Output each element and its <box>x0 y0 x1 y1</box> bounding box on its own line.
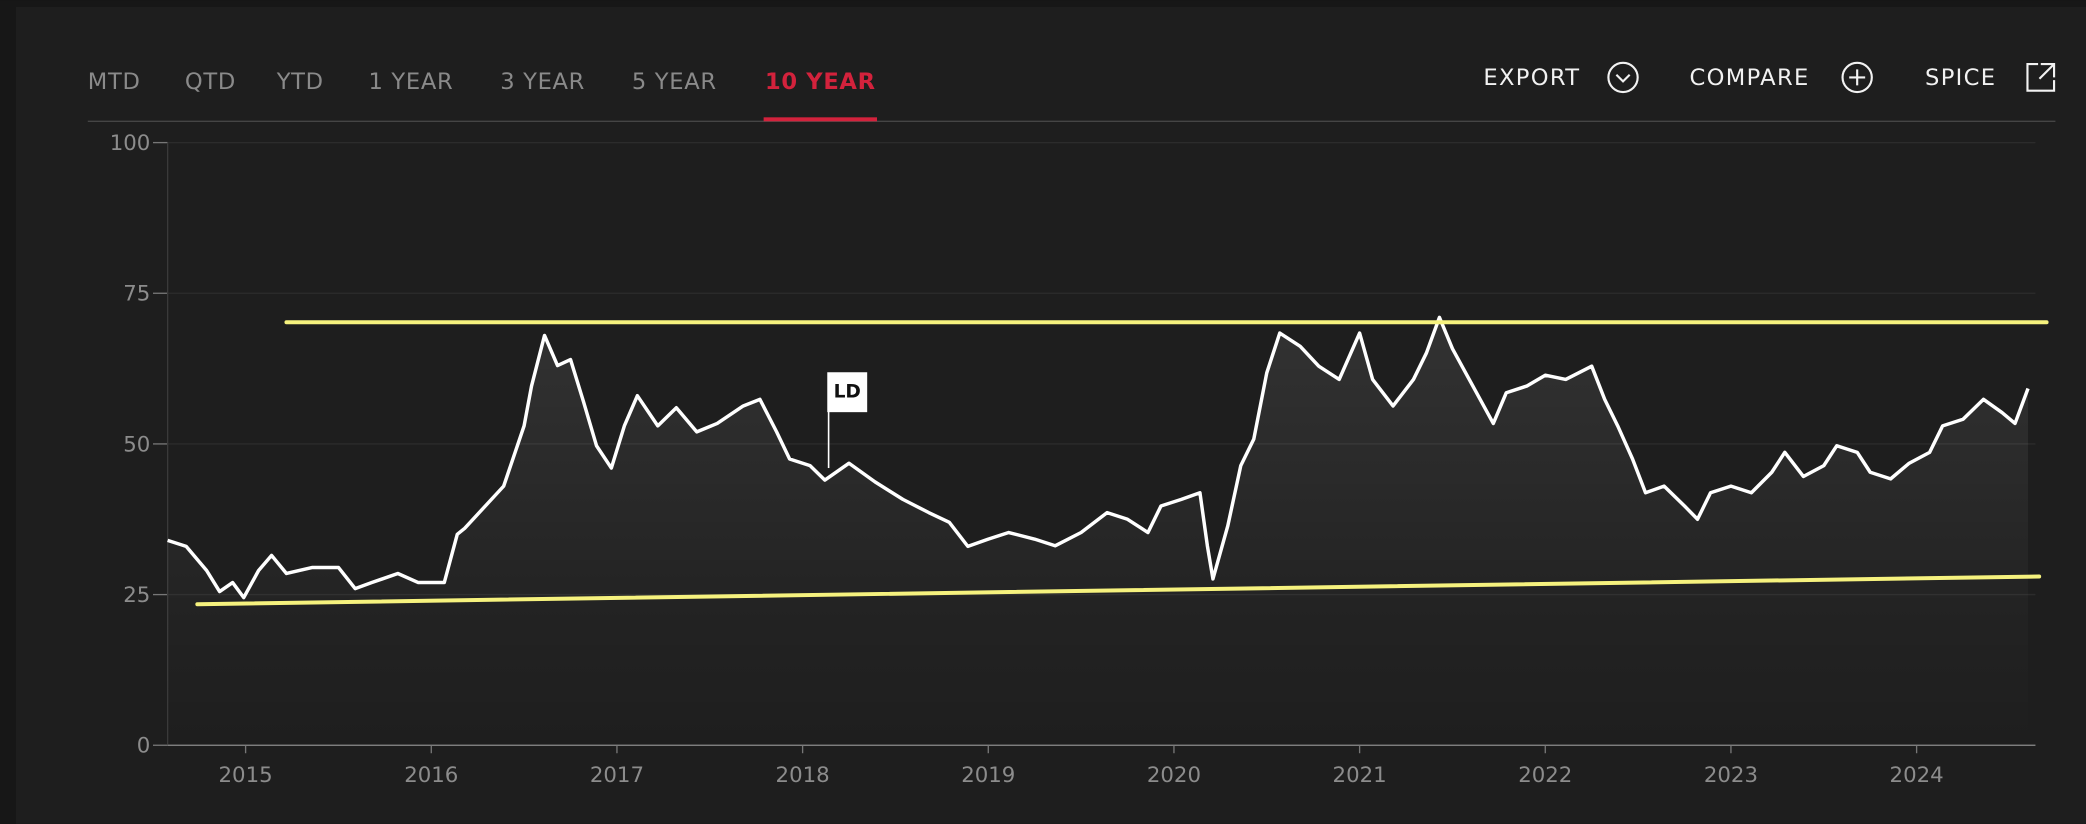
tab[interactable]: 1 YEAR <box>369 69 454 95</box>
y-tick-label: 0 <box>137 734 151 759</box>
export-icon[interactable] <box>1607 61 1639 94</box>
flag-box <box>827 372 868 413</box>
tab-bar: MTD QTD YTD 1 YEAR 3 YEAR 5 YEAR 10 YEAR <box>88 69 878 122</box>
tab[interactable]: QTD <box>185 69 236 95</box>
spice-label[interactable]: SPICE <box>1925 65 1996 91</box>
export-icon-chevron <box>1615 74 1631 83</box>
tab[interactable]: MTD <box>88 69 141 95</box>
active-tab-underline <box>763 117 878 122</box>
line-area <box>167 317 2029 746</box>
chart: 0 25 50 75 100 2015 2016 2017 2018 2019 2020 2021 20… <box>110 131 2049 788</box>
x-tick-label: 2016 <box>404 763 458 788</box>
tab[interactable]: YTD <box>276 69 324 95</box>
x-tick-label: 2015 <box>219 763 273 788</box>
external-link-icon[interactable] <box>2026 63 2056 92</box>
spice-button[interactable]: SPICE <box>1925 63 2056 92</box>
y-tick-label: 25 <box>123 583 150 608</box>
action-bar: EXPORT COMPARE SPICE <box>1483 61 2056 94</box>
flag-label: LD <box>834 382 861 403</box>
x-tick-label: 2024 <box>1890 763 1944 788</box>
x-tick-label: 2017 <box>590 763 644 788</box>
y-tick-label: 50 <box>123 432 150 457</box>
export-label[interactable]: EXPORT <box>1483 65 1580 91</box>
y-tick-label: 75 <box>123 282 150 307</box>
x-tick-label: 2018 <box>776 763 830 788</box>
compare-icon[interactable] <box>1841 61 1873 94</box>
compare-button[interactable]: COMPARE <box>1690 61 1873 94</box>
compare-label[interactable]: COMPARE <box>1690 65 1810 91</box>
tab[interactable]: 3 YEAR <box>500 69 585 95</box>
tab[interactable]: 5 YEAR <box>632 69 717 95</box>
compare-icon-plus <box>1849 69 1866 86</box>
tab[interactable]: 10 YEAR <box>765 69 876 95</box>
trend-line <box>195 574 2042 607</box>
export-button[interactable]: EXPORT <box>1483 61 1639 94</box>
price-line <box>167 315 2030 600</box>
x-tick-label: 2020 <box>1147 763 1201 788</box>
x-tick-label: 2023 <box>1704 763 1758 788</box>
y-tick-label: 100 <box>110 131 151 156</box>
x-tick-label: 2019 <box>961 763 1015 788</box>
x-tick-label: 2022 <box>1518 763 1572 788</box>
x-tick-label: 2021 <box>1333 763 1387 788</box>
